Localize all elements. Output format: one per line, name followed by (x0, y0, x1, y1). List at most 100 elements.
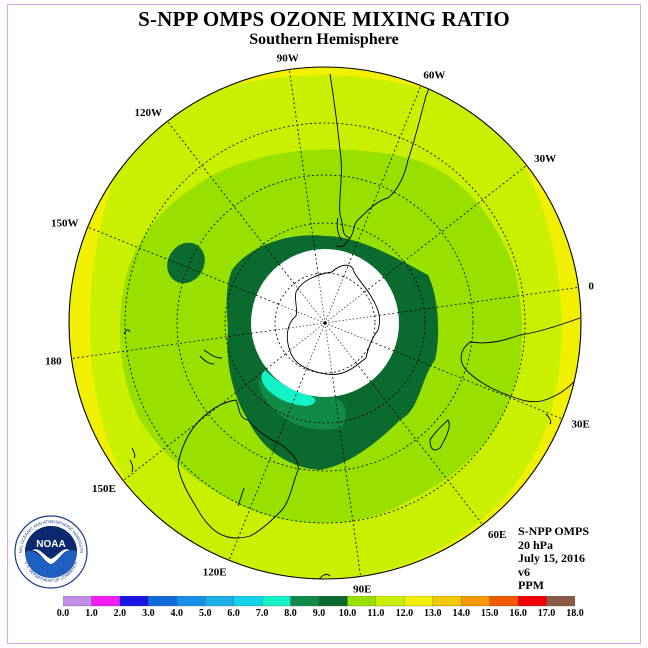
colorbar-swatch (546, 596, 575, 607)
colorbar-tick-label: 3.0 (142, 608, 155, 619)
south-america-coastline (329, 69, 439, 239)
latitude-circle-60s (176, 174, 474, 472)
colorbar-swatch (318, 596, 349, 607)
info-level: 20 hPa (518, 537, 554, 552)
colorbar-swatch (233, 596, 263, 607)
colorbar-swatch (119, 596, 149, 607)
south-pole-marker (323, 321, 327, 325)
info-units: PPM (518, 578, 544, 592)
coastlines (123, 69, 581, 579)
colorbar-tick-label: 15.0 (480, 608, 499, 619)
colorbar-swatch (517, 596, 548, 607)
product-info: S-NPP OMPS 20 hPa July 15, 2016 v6 PPM (518, 524, 589, 593)
longitude-label: 180 (45, 355, 62, 367)
meridian-inner-line (324, 291, 365, 324)
meridians (71, 69, 579, 577)
longitude-label: 90E (353, 583, 371, 595)
colorbar-swatch (261, 596, 292, 607)
meridian-line (123, 353, 286, 481)
plot-frame (7, 4, 641, 644)
colorbar-tick-label: 17.0 (537, 608, 556, 619)
longitude-label: 150E (92, 483, 116, 495)
graticule (124, 122, 526, 524)
antarctica-coastline (286, 264, 381, 375)
colorbar-tick-label: 11.0 (367, 608, 385, 619)
meridian-inner-line (324, 322, 372, 343)
colorbar-swatch (489, 596, 519, 607)
meridian-inner-line (324, 276, 345, 324)
colorbar-tick-label: 9.0 (312, 608, 326, 619)
meridian-line (87, 226, 279, 305)
colorbar-swatch (176, 596, 206, 607)
latitude-circle-70s (224, 222, 426, 424)
ozone-blob-150w (167, 242, 205, 284)
meridian-inner-line (324, 322, 333, 373)
colorbar-tick-label: 0.0 (56, 608, 70, 619)
colorbar-swatch (63, 596, 93, 607)
longitude-label: 120W (135, 107, 163, 119)
globe-outline (68, 66, 582, 580)
meridian-inner-line (285, 322, 326, 355)
longitude-label: 90W (277, 53, 299, 65)
meridian-line (167, 121, 295, 284)
africa-coastline (460, 317, 581, 403)
meridian-inner-line (317, 273, 326, 324)
meridian-line (364, 165, 527, 293)
colorbar-tick-label: 2.0 (113, 608, 127, 619)
colorbar: 0.0 1.0 2.0 3.0 4.0 5.0 6.0 7.0 8.0 9.0 10.0 11.0 12… (57, 596, 584, 626)
colorbar-swatch (148, 596, 178, 607)
meridian-line (71, 329, 276, 360)
new-zealand-coastline (199, 349, 223, 365)
ozone-band-7-8 (261, 370, 316, 406)
colorbar-swatch (205, 596, 235, 607)
meridian-inner-line (305, 322, 326, 370)
meridian-inner-line (278, 303, 326, 324)
colorbar-tick-label: 5.0 (198, 608, 212, 619)
meridian-line (343, 85, 422, 277)
meridian-line (228, 369, 307, 561)
colorbar-ticks: 0.0 1.0 2.0 3.0 4.0 5.0 6.0 7.0 8.0 9.0 10.0 11.0 12… (57, 608, 584, 622)
info-instrument: S-NPP OMPS (518, 524, 589, 538)
colorbar-swatch (375, 596, 405, 607)
colorbar-tick-label: 4.0 (170, 608, 184, 619)
meridian-line (371, 341, 563, 420)
longitude-label: 30E (571, 418, 589, 430)
colorbar-swatch (91, 596, 121, 607)
latitude-circle-50s (124, 122, 526, 524)
longitude-label: 60E (488, 529, 506, 541)
noaa-logo-text: NOAA (36, 539, 65, 550)
colorbar-tick-label: 18.0 (566, 608, 584, 619)
colorbar-swatch (461, 596, 491, 607)
meridian-line (374, 286, 579, 317)
colorbar-swatch (347, 596, 377, 607)
australia-coastline (177, 399, 299, 539)
noaa-logo: NOAA NATIONAL OCEANIC AND ATMOSPHERIC AD… (12, 511, 88, 589)
colorbar-swatches (63, 596, 575, 607)
noaa-seal: NOAA NATIONAL OCEANIC AND ATMOSPHERIC AD… (12, 511, 88, 589)
longitude-labels: 90W 60W 30W 0 30E 60E 90E 120E 150E 180 150W 120W (45, 53, 594, 596)
longitude-label: 60W (423, 70, 445, 82)
map-subtitle: Southern Hemisphere (249, 31, 399, 48)
meridian-inner-line (275, 322, 326, 331)
meridian-line (288, 69, 319, 274)
colorbar-tick-label: 10.0 (338, 608, 357, 619)
info-date: July 15, 2016 (518, 551, 586, 565)
info-version: v6 (518, 564, 530, 579)
colorbar-swatch (404, 596, 434, 607)
longitude-label: 150W (51, 218, 79, 230)
colorbar-tick-label: 16.0 (509, 608, 527, 619)
colorbar-tick-label: 6.0 (227, 608, 240, 619)
longitude-label: 0 (588, 281, 594, 293)
meridian-inner-line (324, 322, 357, 363)
colorbar-tick-label: 1.0 (85, 608, 98, 619)
colorbar-swatch (290, 596, 320, 607)
colorbar-tick-label: 13.0 (424, 608, 442, 619)
longitude-label: 120E (203, 566, 227, 578)
colorbar-swatch (432, 596, 462, 607)
meridian-inner-line (324, 315, 375, 324)
meridian-line (355, 362, 483, 525)
colorbar-tick-label: 12.0 (395, 608, 414, 619)
map-title: S-NPP OMPS OZONE MIXING RATIO (138, 7, 510, 31)
latitude-circle-80s (274, 272, 376, 374)
